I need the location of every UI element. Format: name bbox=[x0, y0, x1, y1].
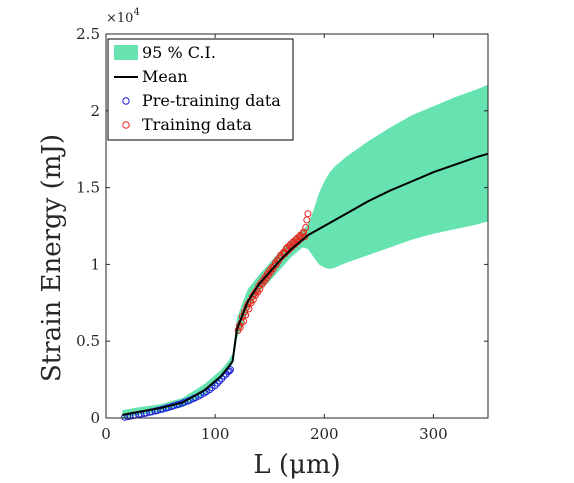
legend: 95 % C.I. Mean Pre-training data Trainin… bbox=[107, 38, 294, 141]
legend-pretraining-marker bbox=[122, 97, 130, 105]
y-multiplier: ×104 bbox=[106, 7, 140, 26]
x-axis: 0 100 200 300 bbox=[101, 34, 448, 443]
y-tick-label: 2.5 bbox=[76, 25, 100, 43]
legend-ci-label: 95 % C.I. bbox=[142, 43, 216, 62]
x-tick-label: 200 bbox=[310, 425, 339, 443]
y-multiplier-base: ×10 bbox=[106, 11, 133, 26]
x-tick-label: 0 bbox=[101, 425, 111, 443]
training-point bbox=[302, 224, 310, 231]
y-tick-label: 1.5 bbox=[76, 179, 100, 197]
training-point bbox=[304, 210, 312, 218]
legend-training-label: Training data bbox=[142, 115, 252, 134]
y-tick-label: 2 bbox=[90, 102, 100, 120]
legend-mean-label: Mean bbox=[142, 67, 188, 86]
y-axis: 0 0.5 1 1.5 2 2.5 bbox=[76, 25, 488, 427]
training-point bbox=[274, 257, 282, 265]
legend-pretraining-label: Pre-training data bbox=[142, 91, 281, 110]
training-point bbox=[269, 265, 277, 273]
mean-line bbox=[122, 152, 489, 416]
axes-frame bbox=[105, 33, 489, 419]
training-point bbox=[301, 233, 309, 241]
y-multiplier-exponent: 4 bbox=[133, 7, 139, 18]
legend-training-marker bbox=[122, 121, 130, 129]
y-tick-label: 0.5 bbox=[76, 332, 100, 350]
training-point bbox=[245, 305, 253, 313]
ci-band bbox=[122, 84, 489, 418]
plot-area bbox=[121, 84, 489, 421]
x-axis-title: L (μm) bbox=[253, 450, 340, 480]
y-tick-label: 1 bbox=[90, 255, 100, 273]
y-axis-title: Strain Energy (mJ) bbox=[37, 134, 67, 382]
x-tick-label: 300 bbox=[419, 425, 448, 443]
legend-ci-swatch bbox=[114, 45, 138, 60]
legend-box bbox=[107, 38, 294, 141]
y-tick-label: 0 bbox=[90, 409, 100, 427]
pretraining-point bbox=[211, 382, 219, 390]
x-tick-label: 100 bbox=[201, 425, 230, 443]
training-point bbox=[303, 216, 311, 224]
